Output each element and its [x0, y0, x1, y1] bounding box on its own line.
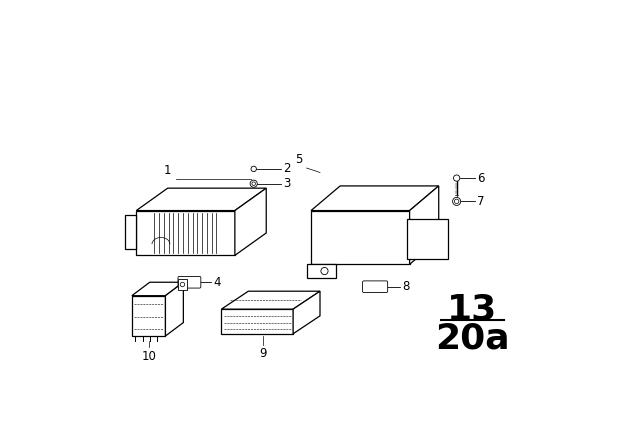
Polygon shape: [132, 282, 184, 296]
Polygon shape: [311, 211, 410, 264]
Polygon shape: [132, 296, 165, 336]
Polygon shape: [407, 219, 448, 259]
Polygon shape: [235, 188, 266, 255]
Polygon shape: [125, 215, 136, 249]
Text: 7: 7: [477, 195, 484, 208]
Text: 2: 2: [283, 162, 291, 176]
FancyBboxPatch shape: [362, 281, 388, 293]
Polygon shape: [410, 186, 439, 264]
Circle shape: [452, 197, 461, 205]
Circle shape: [251, 166, 257, 172]
Polygon shape: [307, 264, 336, 278]
Text: 5: 5: [294, 153, 302, 166]
Text: 3: 3: [283, 177, 290, 190]
Text: 4: 4: [213, 276, 220, 289]
Polygon shape: [178, 279, 187, 290]
Circle shape: [250, 180, 257, 187]
Text: 20a: 20a: [435, 321, 509, 355]
Circle shape: [454, 175, 460, 181]
Polygon shape: [221, 309, 293, 334]
Polygon shape: [136, 188, 266, 211]
Polygon shape: [221, 291, 320, 309]
Text: 13: 13: [447, 292, 497, 326]
Circle shape: [252, 182, 255, 185]
FancyBboxPatch shape: [178, 276, 201, 288]
Text: 9: 9: [259, 347, 266, 360]
Text: 1: 1: [164, 164, 172, 177]
Polygon shape: [165, 282, 184, 336]
Polygon shape: [136, 211, 235, 255]
Text: 10: 10: [141, 350, 156, 363]
Polygon shape: [311, 186, 439, 211]
Circle shape: [321, 267, 328, 275]
Text: 6: 6: [477, 172, 484, 185]
Text: 8: 8: [402, 280, 410, 293]
Polygon shape: [293, 291, 320, 334]
Circle shape: [180, 282, 185, 287]
Circle shape: [454, 199, 459, 203]
